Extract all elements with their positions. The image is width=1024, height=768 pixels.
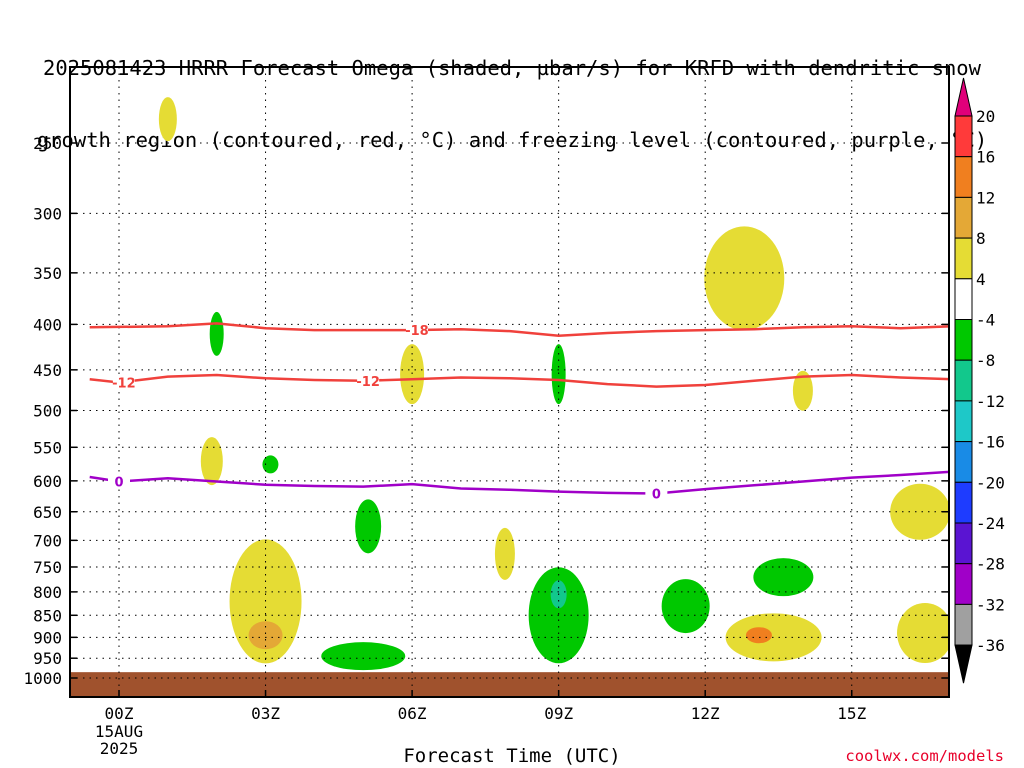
y-tick-label: 300 [33,204,62,223]
x-date-label: 2025 [100,739,139,758]
y-tick-label: 400 [33,315,62,334]
omega-region [209,311,224,356]
contour-label-bg [405,322,428,339]
y-tick-label: 700 [33,531,62,550]
omega-region [248,621,283,650]
contour-line [89,373,949,388]
surface-terrain-fill [70,672,949,697]
omega-region [792,370,813,411]
contour-label-bg [645,485,668,502]
omega-region [753,558,814,597]
colorbar-bin [954,563,973,605]
omega-region [551,344,566,405]
contour-label: 0 [652,488,661,503]
colorbar-bin [954,359,973,402]
x-axis-title: Forecast Time (UTC) [403,745,621,767]
contour-label: -18 [405,324,429,339]
colorbar-label: 8 [976,229,986,248]
y-tick-label: 250 [33,134,62,153]
x-tick-label: 15Z [837,704,866,723]
y-tick-label: 500 [33,402,62,421]
y-tick-label: 900 [33,628,62,647]
y-tick-label: 550 [33,438,62,457]
colorbar-label: -28 [976,555,1005,574]
omega-region [262,455,279,474]
y-tick-label: 750 [33,558,62,577]
contour-label: -12 [112,376,136,391]
colorbar-label: -16 [976,433,1005,452]
grid-lines [70,67,949,697]
y-tick-label: 950 [33,649,62,668]
y-tick-label: 850 [33,606,62,625]
plot-area: -18 -12 -12 0 0 [69,66,950,698]
y-tick-label: 1000 [23,669,62,688]
colorbar-label: -4 [976,311,995,330]
omega-region [321,642,406,671]
x-tick-label: 09Z [544,704,573,723]
x-tick-label: 03Z [251,704,280,723]
chart-title-line2: growth region (contoured, red, °C) and f… [36,128,988,152]
colorbar-bin [954,77,973,117]
contour-label-bg [357,372,380,389]
omega-region [355,499,382,554]
colorbar-label: -36 [976,636,1005,655]
colorbar-bin [954,156,973,198]
x-tick-label: 12Z [691,704,720,723]
colorbar-bin [954,115,973,158]
contour-label: 0 [114,476,123,491]
omega-region [890,483,949,540]
colorbar-bin [954,319,973,361]
colorbar-legend: 20 16 12 8 4 -4 -8 -12 -16 -20 -24 -28 -32 -36 [954,77,1005,684]
omega-region [704,226,785,331]
omega-region [725,613,822,662]
colorbar-label: 4 [976,270,986,289]
y-tick-label: 450 [33,361,62,380]
colorbar-label: -20 [976,473,1005,492]
colorbar-bin [954,603,973,646]
omega-region [200,437,223,486]
x-tick-label: 00Z [105,704,134,723]
colorbar-bin [954,237,973,280]
colorbar-label: 12 [976,188,995,207]
colorbar-label: -8 [976,351,995,370]
y-tick-label: 650 [33,503,62,522]
colorbar-bin [954,441,973,483]
omega-region [400,344,425,405]
y-tick-label: 350 [33,264,62,283]
colorbar-label: 20 [976,107,995,126]
footer-credit: coolwx.com/models [845,747,1004,765]
omega-region [158,97,177,142]
x-date-label: 15AUG [95,722,143,741]
omega-region [897,603,949,664]
y-tick-label: 800 [33,583,62,602]
contour-line [89,470,949,495]
omega-region [745,627,772,644]
colorbar-bin [954,522,973,565]
omega-region [661,579,710,634]
contour-label: -12 [356,375,380,390]
contour-label-bg [112,374,135,391]
colorbar-bin [954,481,973,524]
colorbar-label: -32 [976,595,1005,614]
colorbar-label: -24 [976,514,1005,533]
y-axis-pressure: 250 300 350 400 450 500 550 600 650 700 750 800 850 9… [23,134,949,688]
colorbar-label: 16 [976,148,995,167]
colorbar-bin [954,196,973,239]
colorbar-bin [954,644,973,684]
contour-line [89,322,949,338]
contour-label-bg [108,473,130,490]
colorbar-bin [954,400,973,443]
colorbar-bin [954,278,973,320]
omega-region [494,527,515,580]
colorbar-label: -12 [976,392,1005,411]
x-tick-label: 06Z [398,704,427,723]
y-tick-label: 600 [33,472,62,491]
plot-frame [69,66,950,698]
